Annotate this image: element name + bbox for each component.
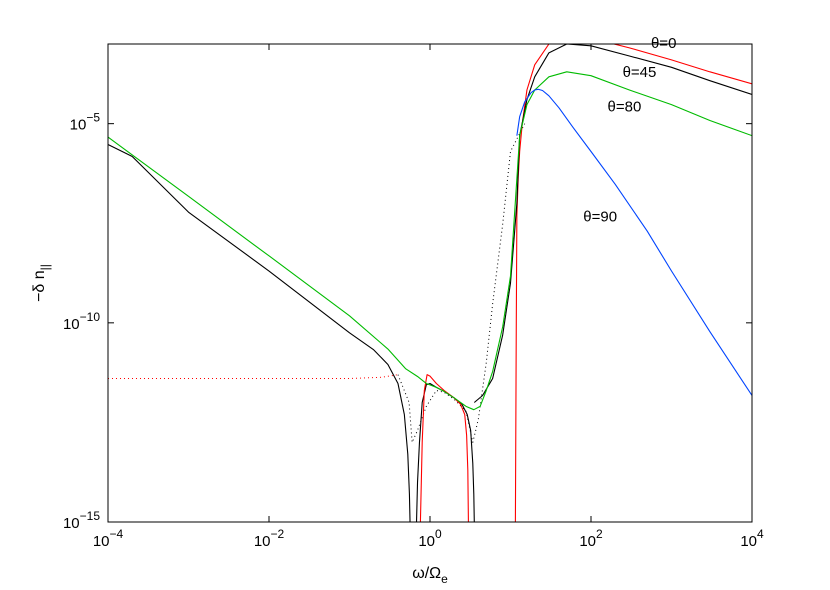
- annotation-1: θ=45: [623, 64, 657, 81]
- series-line-2: [108, 143, 411, 522]
- series-line-6: [473, 44, 752, 403]
- annotation-3: θ=90: [583, 208, 617, 225]
- y-tick-label-2: 10−5: [70, 111, 101, 134]
- series-layer: [108, 44, 752, 522]
- x-tick-label-0: 10−4: [93, 527, 124, 550]
- x-tick-label-1: 10−2: [254, 527, 285, 550]
- y-axis-label: −δ n||: [31, 264, 52, 302]
- x-tick-label-2: 100: [418, 527, 442, 550]
- y-tick-label-1: 10−10: [63, 310, 100, 333]
- series-line-8: [516, 88, 752, 396]
- labels-layer: ω/Ωe −δ n||: [31, 264, 448, 586]
- series-line-7: [108, 71, 752, 411]
- y-tick-label-0: 10−15: [63, 509, 100, 532]
- annotations-layer: θ=0 θ=45 θ=80 θ=90: [583, 35, 676, 226]
- ticks-layer: 10−4 10−2 100 102 104 10−15 10−10 10−5: [63, 44, 764, 550]
- x-axis-label: ω/Ωe: [412, 565, 448, 586]
- annotation-2: θ=80: [608, 99, 642, 116]
- series-line-4: [419, 374, 469, 522]
- x-tick-label-3: 102: [579, 527, 603, 550]
- x-tick-label-4: 104: [740, 527, 764, 550]
- annotation-0: θ=0: [651, 35, 676, 52]
